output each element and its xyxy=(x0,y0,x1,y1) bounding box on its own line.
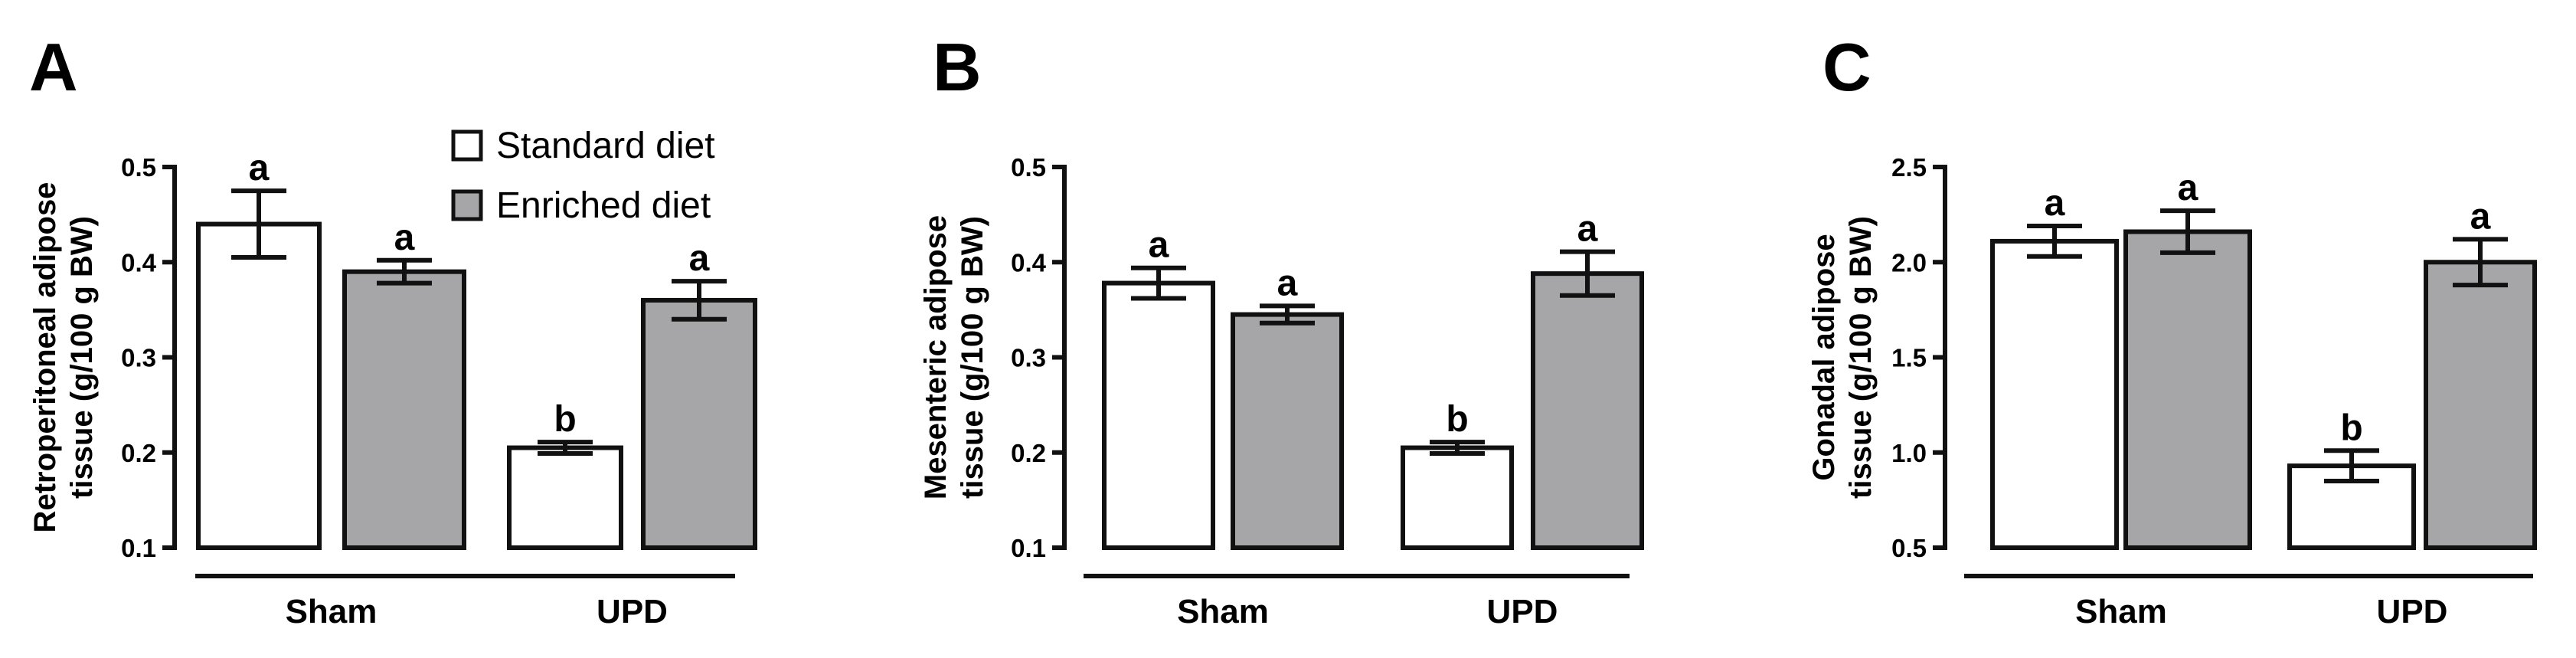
significance-letter: a xyxy=(1277,263,1298,303)
legend-label: Enriched diet xyxy=(496,185,711,226)
bar xyxy=(1531,271,1644,550)
bar xyxy=(1401,445,1514,550)
bar xyxy=(1231,312,1344,550)
y-tick-label: 2.5 xyxy=(1891,153,1927,182)
x-category-label: Sham xyxy=(2075,593,2167,630)
legend-label: Standard diet xyxy=(496,126,715,166)
bar xyxy=(196,221,322,550)
significance-letter: a xyxy=(1149,225,1169,266)
panel-label: B xyxy=(933,29,982,105)
significance-letter: a xyxy=(2470,196,2491,237)
significance-letter: b xyxy=(2340,408,2362,448)
legend-swatch xyxy=(451,189,483,221)
significance-letter: b xyxy=(1446,399,1468,440)
chart-panel-b: B Mesenteric adipose tissue (g/100 g BW) 0.… xyxy=(919,29,1644,630)
y-tick-label: 0.1 xyxy=(1011,534,1046,562)
y-tick-label: 0.3 xyxy=(121,344,156,372)
y-axis-label: Retroperitoneal adipose xyxy=(28,182,62,533)
y-tick-label: 0.2 xyxy=(1011,439,1046,467)
x-category-label: UPD xyxy=(597,593,668,630)
y-tick-label: 1.5 xyxy=(1891,344,1927,372)
significance-letter: a xyxy=(2178,168,2198,208)
bar xyxy=(507,445,623,550)
y-axis-label: tissue (g/100 g BW) xyxy=(956,216,989,499)
bar xyxy=(641,297,757,550)
y-axis-label: Mesenteric adipose xyxy=(919,215,953,499)
y-tick-label: 0.5 xyxy=(121,153,156,182)
significance-letter: a xyxy=(249,148,270,188)
bar xyxy=(342,269,466,550)
chart-panel-c: C Gonadal adipose tissue (g/100 g BW) 0.5 1.… xyxy=(1807,29,2537,630)
significance-letter: a xyxy=(689,238,710,279)
y-axis-label: tissue (g/100 g BW) xyxy=(65,216,99,499)
bar xyxy=(1990,238,2119,550)
bar xyxy=(2424,260,2537,550)
panel-label: C xyxy=(1822,29,1872,105)
bar xyxy=(1102,280,1215,550)
y-axis-label: tissue (g/100 g BW) xyxy=(1844,216,1878,499)
y-tick-label: 0.5 xyxy=(1891,534,1927,562)
y-tick-label: 0.4 xyxy=(121,248,157,277)
y-tick-label: 0.3 xyxy=(1011,344,1046,372)
legend-swatch xyxy=(451,129,483,162)
legend: Standard diet Enriched diet xyxy=(451,126,715,226)
x-category-label: UPD xyxy=(2377,593,2448,630)
significance-letter: a xyxy=(2045,183,2065,224)
y-tick-label: 0.1 xyxy=(121,534,156,562)
bar xyxy=(2123,229,2252,550)
y-tick-label: 0.5 xyxy=(1011,153,1046,182)
significance-letter: a xyxy=(394,218,415,258)
y-tick-label: 0.2 xyxy=(121,439,156,467)
x-category-label: Sham xyxy=(286,593,378,630)
y-tick-label: 1.0 xyxy=(1891,439,1927,467)
y-axis-label: Gonadal adipose xyxy=(1807,234,1841,480)
significance-letter: b xyxy=(554,399,576,440)
significance-letter: a xyxy=(1577,209,1598,250)
x-category-label: UPD xyxy=(1487,593,1558,630)
y-tick-label: 0.4 xyxy=(1011,248,1047,277)
x-category-label: Sham xyxy=(1177,593,1269,630)
panel-label: A xyxy=(29,29,78,105)
y-tick-label: 2.0 xyxy=(1891,248,1927,277)
chart-panel-a: A Retroperitoneal adipose tissue (g/100 g … xyxy=(28,29,757,630)
